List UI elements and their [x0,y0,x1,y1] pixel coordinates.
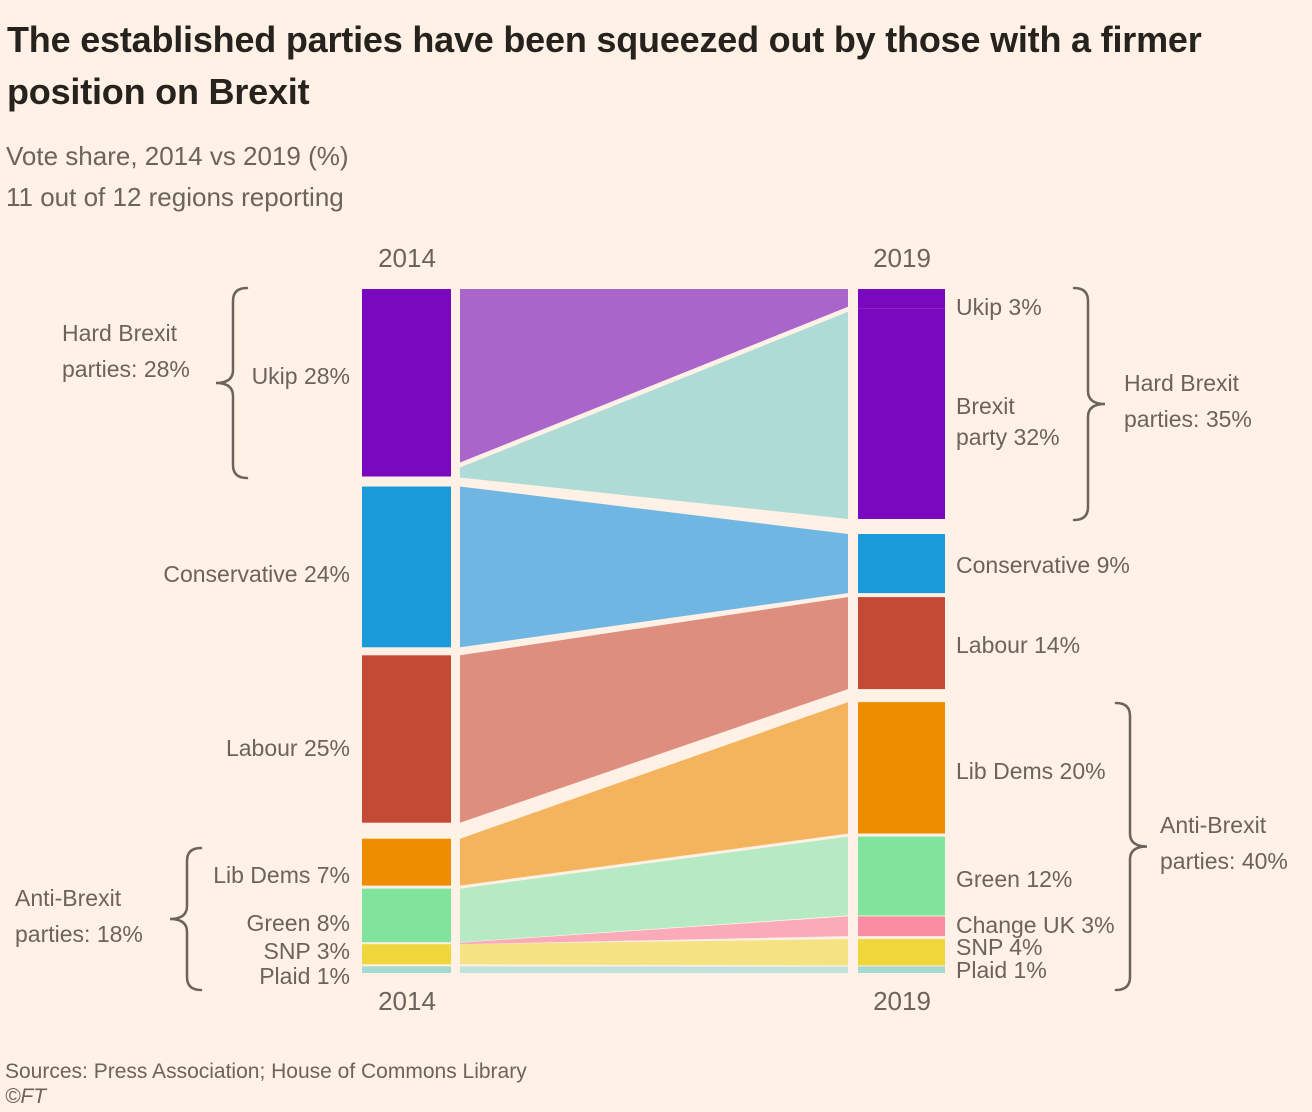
bracket-label-hard-brexit-2014: Hard Brexit parties: 28% [62,315,190,387]
bracket-label-anti-brexit-2014: Anti-Brexit parties: 18% [15,880,143,952]
party-label-2019-green: Green 12% [956,865,1073,892]
bar-2014-conservative [362,486,451,648]
bar-2014-plaid [362,966,451,973]
bracket-label-line: parties: 35% [1124,406,1252,432]
bracket-label-line: Anti-Brexit [1160,812,1267,838]
bar-2019-brexit-party [858,308,945,519]
bar-2019-plaid [858,966,945,973]
party-label-2014-labour: Labour 25% [225,734,350,761]
brace-anti-brexit-2014 [169,846,203,992]
bar-2019-lib-dems [858,702,945,834]
party-label-2019-lib-dems: Lib Dems 20% [956,758,1106,785]
bar-2014-green [362,888,451,943]
bracket-label-line: Hard Brexit [1124,370,1240,396]
bracket-label-anti-brexit-2019: Anti-Brexit parties: 40% [1160,807,1288,879]
party-label-2019-snp: SNP 4% [956,933,1043,960]
bar-2019-ukip [858,289,945,309]
ft-copyright: ©FT [5,1085,47,1108]
flow-labour [460,597,848,823]
flow-brexit-party [460,311,848,519]
chart-subtitle-line-2: 11 out of 12 regions reporting [6,182,344,212]
party-label-2014-plaid: Plaid 1% [259,963,350,990]
bar-2014-ukip [362,289,451,477]
sources-note: Sources: Press Association; House of Com… [5,1060,527,1083]
bracket-label-hard-brexit-2019: Hard Brexit parties: 35% [1124,365,1252,437]
bar-2019-change-uk [858,916,945,937]
flow-ukip [460,289,848,463]
bar-2014-labour [362,655,451,823]
bar-2019-labour [858,597,945,690]
brace-hard-brexit-2019 [1072,286,1106,522]
party-label-2019-ukip: Ukip 3% [956,294,1042,321]
party-label-2014-snp: SNP 3% [263,937,350,964]
chart-title-line-2: position on Brexit [7,71,310,112]
year-label-2014-bottom: 2014 [378,986,436,1016]
party-label-2014-lib-dems: Lib Dems 7% [213,861,350,888]
bracket-label-line: parties: 40% [1160,848,1288,874]
bracket-label-line: parties: 28% [62,356,190,382]
bar-2014-lib-dems [362,838,451,886]
bracket-label-line: Anti-Brexit [15,885,122,911]
year-label-2019-top: 2019 [873,243,931,273]
chart-subtitle: Vote share, 2014 vs 2019 (%) 11 out of 1… [6,136,349,218]
party-label-2019-plaid: Plaid 1% [956,957,1047,984]
party-label-2019-change-uk: Change UK 3% [956,911,1115,938]
party-label-2014-ukip: Ukip 28% [251,363,350,390]
chart-subtitle-line-1: Vote share, 2014 vs 2019 (%) [6,141,349,171]
flow-green [460,836,848,943]
bar-2019-conservative [858,534,945,594]
party-label-2019-conservative: Conservative 9% [956,552,1130,579]
bar-2019-snp [858,939,945,966]
flow-snp [460,939,848,966]
flow-lib-dems [460,702,848,886]
year-label-2019-bottom: 2019 [873,986,931,1016]
chart-title: The established parties have been squeez… [7,14,1277,118]
party-label-2019-brexit-party: Brexit party 32% [956,392,1060,450]
bracket-label-line: parties: 18% [15,921,143,947]
flow-plaid [460,966,848,973]
year-label-2014-top: 2014 [378,243,436,273]
bar-2014-snp [362,944,451,965]
chart-title-line-1: The established parties have been squeez… [7,19,1202,60]
party-label-2014-green: Green 8% [246,909,350,936]
party-label-2014-conservative: Conservative 24% [163,561,350,588]
brace-hard-brexit-2014 [215,286,249,480]
party-label-2019-labour: Labour 14% [956,631,1081,658]
flow-conservative [460,486,848,648]
bar-2019-green [858,836,945,916]
flow-change-uk [460,916,848,945]
bracket-label-line: Hard Brexit [62,320,178,346]
brace-anti-brexit-2019 [1114,701,1148,992]
